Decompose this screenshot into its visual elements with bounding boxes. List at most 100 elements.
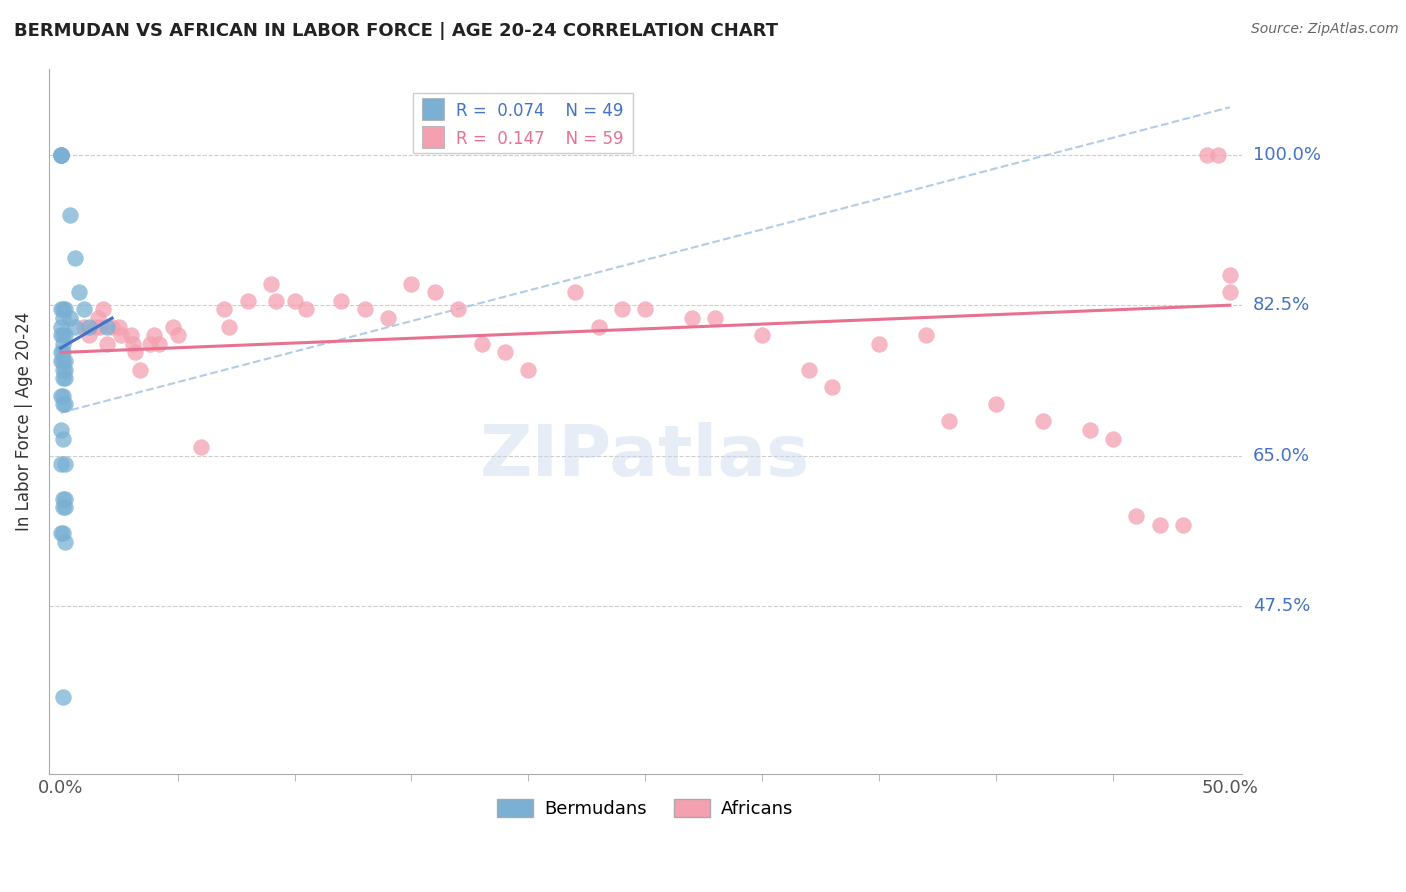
Point (143, 328, 166, 343)
Point (704, 311, 727, 326)
Point (53, 328, 76, 343)
Text: Source: ZipAtlas.com: Source: ZipAtlas.com (1251, 22, 1399, 37)
Point (190, 440, 212, 454)
Point (52, 345, 75, 359)
Point (1102, 432, 1125, 446)
Bar (422, 126, 444, 148)
Point (52, 371, 75, 385)
Point (330, 293, 353, 308)
Point (49, 423, 72, 437)
Point (59, 208, 82, 222)
Point (49, 147, 72, 161)
Point (52, 388, 75, 402)
Point (49, 147, 72, 161)
Point (67, 285, 90, 300)
Point (797, 362, 820, 376)
Point (218, 319, 240, 334)
Y-axis label: In Labor Force | Age 20-24: In Labor Force | Age 20-24 (15, 311, 32, 531)
Point (122, 337, 145, 351)
Point (588, 319, 610, 334)
Point (681, 311, 703, 326)
Point (52, 432, 75, 446)
Point (53, 500, 76, 515)
Point (49, 302, 72, 317)
Point (53, 371, 76, 385)
Point (1149, 517, 1171, 532)
Point (52, 311, 75, 326)
Point (53, 491, 76, 506)
Point (821, 380, 844, 394)
Point (162, 319, 184, 334)
Point (49, 458, 72, 472)
Text: 65.0%: 65.0% (1253, 447, 1310, 465)
Point (89, 319, 111, 334)
Point (53, 534, 76, 549)
Point (1219, 285, 1241, 300)
Point (52, 526, 75, 541)
Point (52, 500, 75, 515)
Point (49, 319, 72, 334)
Point (63, 319, 86, 334)
Point (77, 319, 100, 334)
Point (73, 302, 96, 317)
Point (401, 277, 423, 291)
Point (52, 328, 75, 343)
Bar (422, 97, 444, 120)
Point (101, 319, 124, 334)
Point (915, 328, 938, 343)
Point (1125, 508, 1147, 523)
Point (53, 362, 76, 376)
Point (494, 345, 516, 359)
Point (84, 319, 107, 334)
Point (1195, 147, 1218, 161)
Text: BERMUDAN VS AFRICAN IN LABOR FORCE | AGE 20-24 CORRELATION CHART: BERMUDAN VS AFRICAN IN LABOR FORCE | AGE… (14, 22, 778, 40)
Point (53, 302, 76, 317)
Point (264, 293, 287, 308)
Text: 82.5%: 82.5% (1253, 296, 1310, 314)
Point (96, 337, 118, 351)
Point (53, 458, 76, 472)
Text: 100.0%: 100.0% (1253, 145, 1320, 163)
Point (138, 337, 160, 351)
Point (260, 277, 283, 291)
Point (1032, 414, 1054, 428)
Point (1171, 517, 1194, 532)
Point (53, 397, 76, 411)
Point (63, 251, 86, 265)
Point (49, 526, 72, 541)
FancyBboxPatch shape (413, 94, 633, 153)
Text: R =  0.074    N = 49: R = 0.074 N = 49 (456, 102, 623, 120)
Point (447, 302, 470, 317)
Point (91, 302, 114, 317)
Point (148, 337, 170, 351)
Point (49, 328, 72, 343)
Point (49, 147, 72, 161)
Point (166, 328, 188, 343)
Point (59, 311, 82, 326)
Point (49, 147, 72, 161)
Point (96, 319, 118, 334)
Point (120, 328, 142, 343)
Point (610, 302, 633, 317)
Point (214, 302, 236, 317)
Point (751, 328, 773, 343)
Point (52, 354, 75, 368)
Point (423, 285, 446, 300)
Point (49, 147, 72, 161)
Point (77, 328, 100, 343)
Point (1078, 423, 1101, 437)
Point (52, 491, 75, 506)
Point (73, 319, 96, 334)
Point (517, 362, 540, 376)
Point (564, 285, 586, 300)
Legend: Bermudans, Africans: Bermudans, Africans (491, 791, 800, 825)
Text: 47.5%: 47.5% (1253, 598, 1310, 615)
Point (108, 319, 131, 334)
Point (87, 311, 110, 326)
Point (52, 362, 75, 376)
Point (49, 388, 72, 402)
Point (236, 293, 259, 308)
Point (984, 397, 1007, 411)
Point (1219, 268, 1241, 282)
Point (52, 397, 75, 411)
